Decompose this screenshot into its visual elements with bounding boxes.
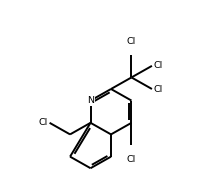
Text: Cl: Cl [127,37,136,46]
Text: Cl: Cl [154,61,163,70]
Text: Cl: Cl [39,118,48,127]
Text: Cl: Cl [127,155,136,164]
Text: N: N [87,96,94,105]
Text: Cl: Cl [154,85,163,93]
